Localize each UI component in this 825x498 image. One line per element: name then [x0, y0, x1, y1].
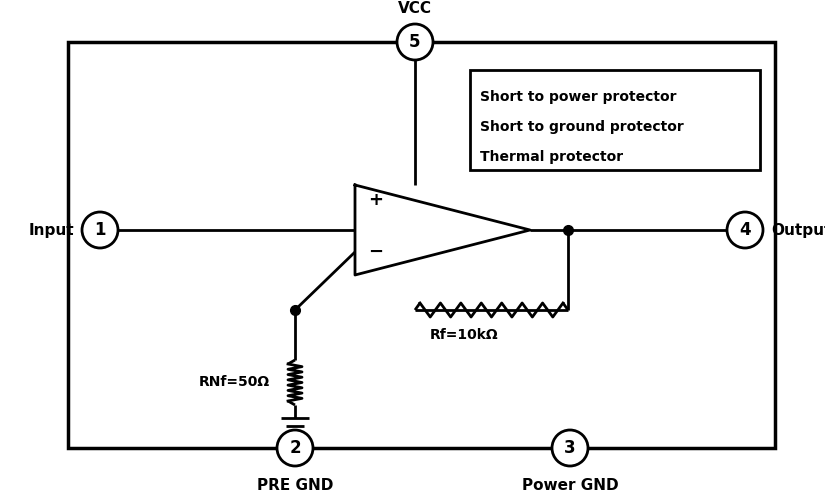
Text: VCC: VCC: [398, 1, 432, 16]
Text: Short to ground protector: Short to ground protector: [480, 120, 684, 134]
Text: 1: 1: [94, 221, 106, 239]
Text: 4: 4: [739, 221, 751, 239]
Text: Thermal protector: Thermal protector: [480, 150, 623, 164]
Circle shape: [727, 212, 763, 248]
Text: Rf=10kΩ: Rf=10kΩ: [430, 328, 498, 342]
Text: 2: 2: [290, 439, 301, 457]
Bar: [470, 70, 760, 170]
Circle shape: [277, 430, 313, 466]
Text: 5: 5: [409, 33, 421, 51]
Circle shape: [552, 430, 588, 466]
Text: Power GND: Power GND: [521, 478, 618, 493]
Text: Output: Output: [771, 223, 825, 238]
Text: 3: 3: [564, 439, 576, 457]
Circle shape: [82, 212, 118, 248]
Text: PRE GND: PRE GND: [257, 478, 333, 493]
Text: RNf=50Ω: RNf=50Ω: [199, 375, 270, 389]
Text: Short to power protector: Short to power protector: [480, 90, 676, 104]
Bar: [68, 42, 775, 448]
Text: −: −: [368, 243, 383, 261]
Circle shape: [397, 24, 433, 60]
Text: +: +: [368, 191, 383, 209]
Text: Input: Input: [28, 223, 74, 238]
